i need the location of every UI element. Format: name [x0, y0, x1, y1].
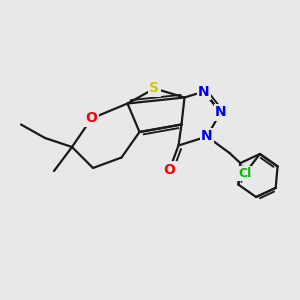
Text: N: N — [215, 106, 226, 119]
Text: N: N — [198, 85, 210, 98]
Text: Cl: Cl — [238, 167, 251, 180]
Text: S: S — [149, 82, 160, 95]
Text: O: O — [164, 163, 175, 176]
Text: O: O — [85, 112, 98, 125]
Text: N: N — [201, 130, 213, 143]
